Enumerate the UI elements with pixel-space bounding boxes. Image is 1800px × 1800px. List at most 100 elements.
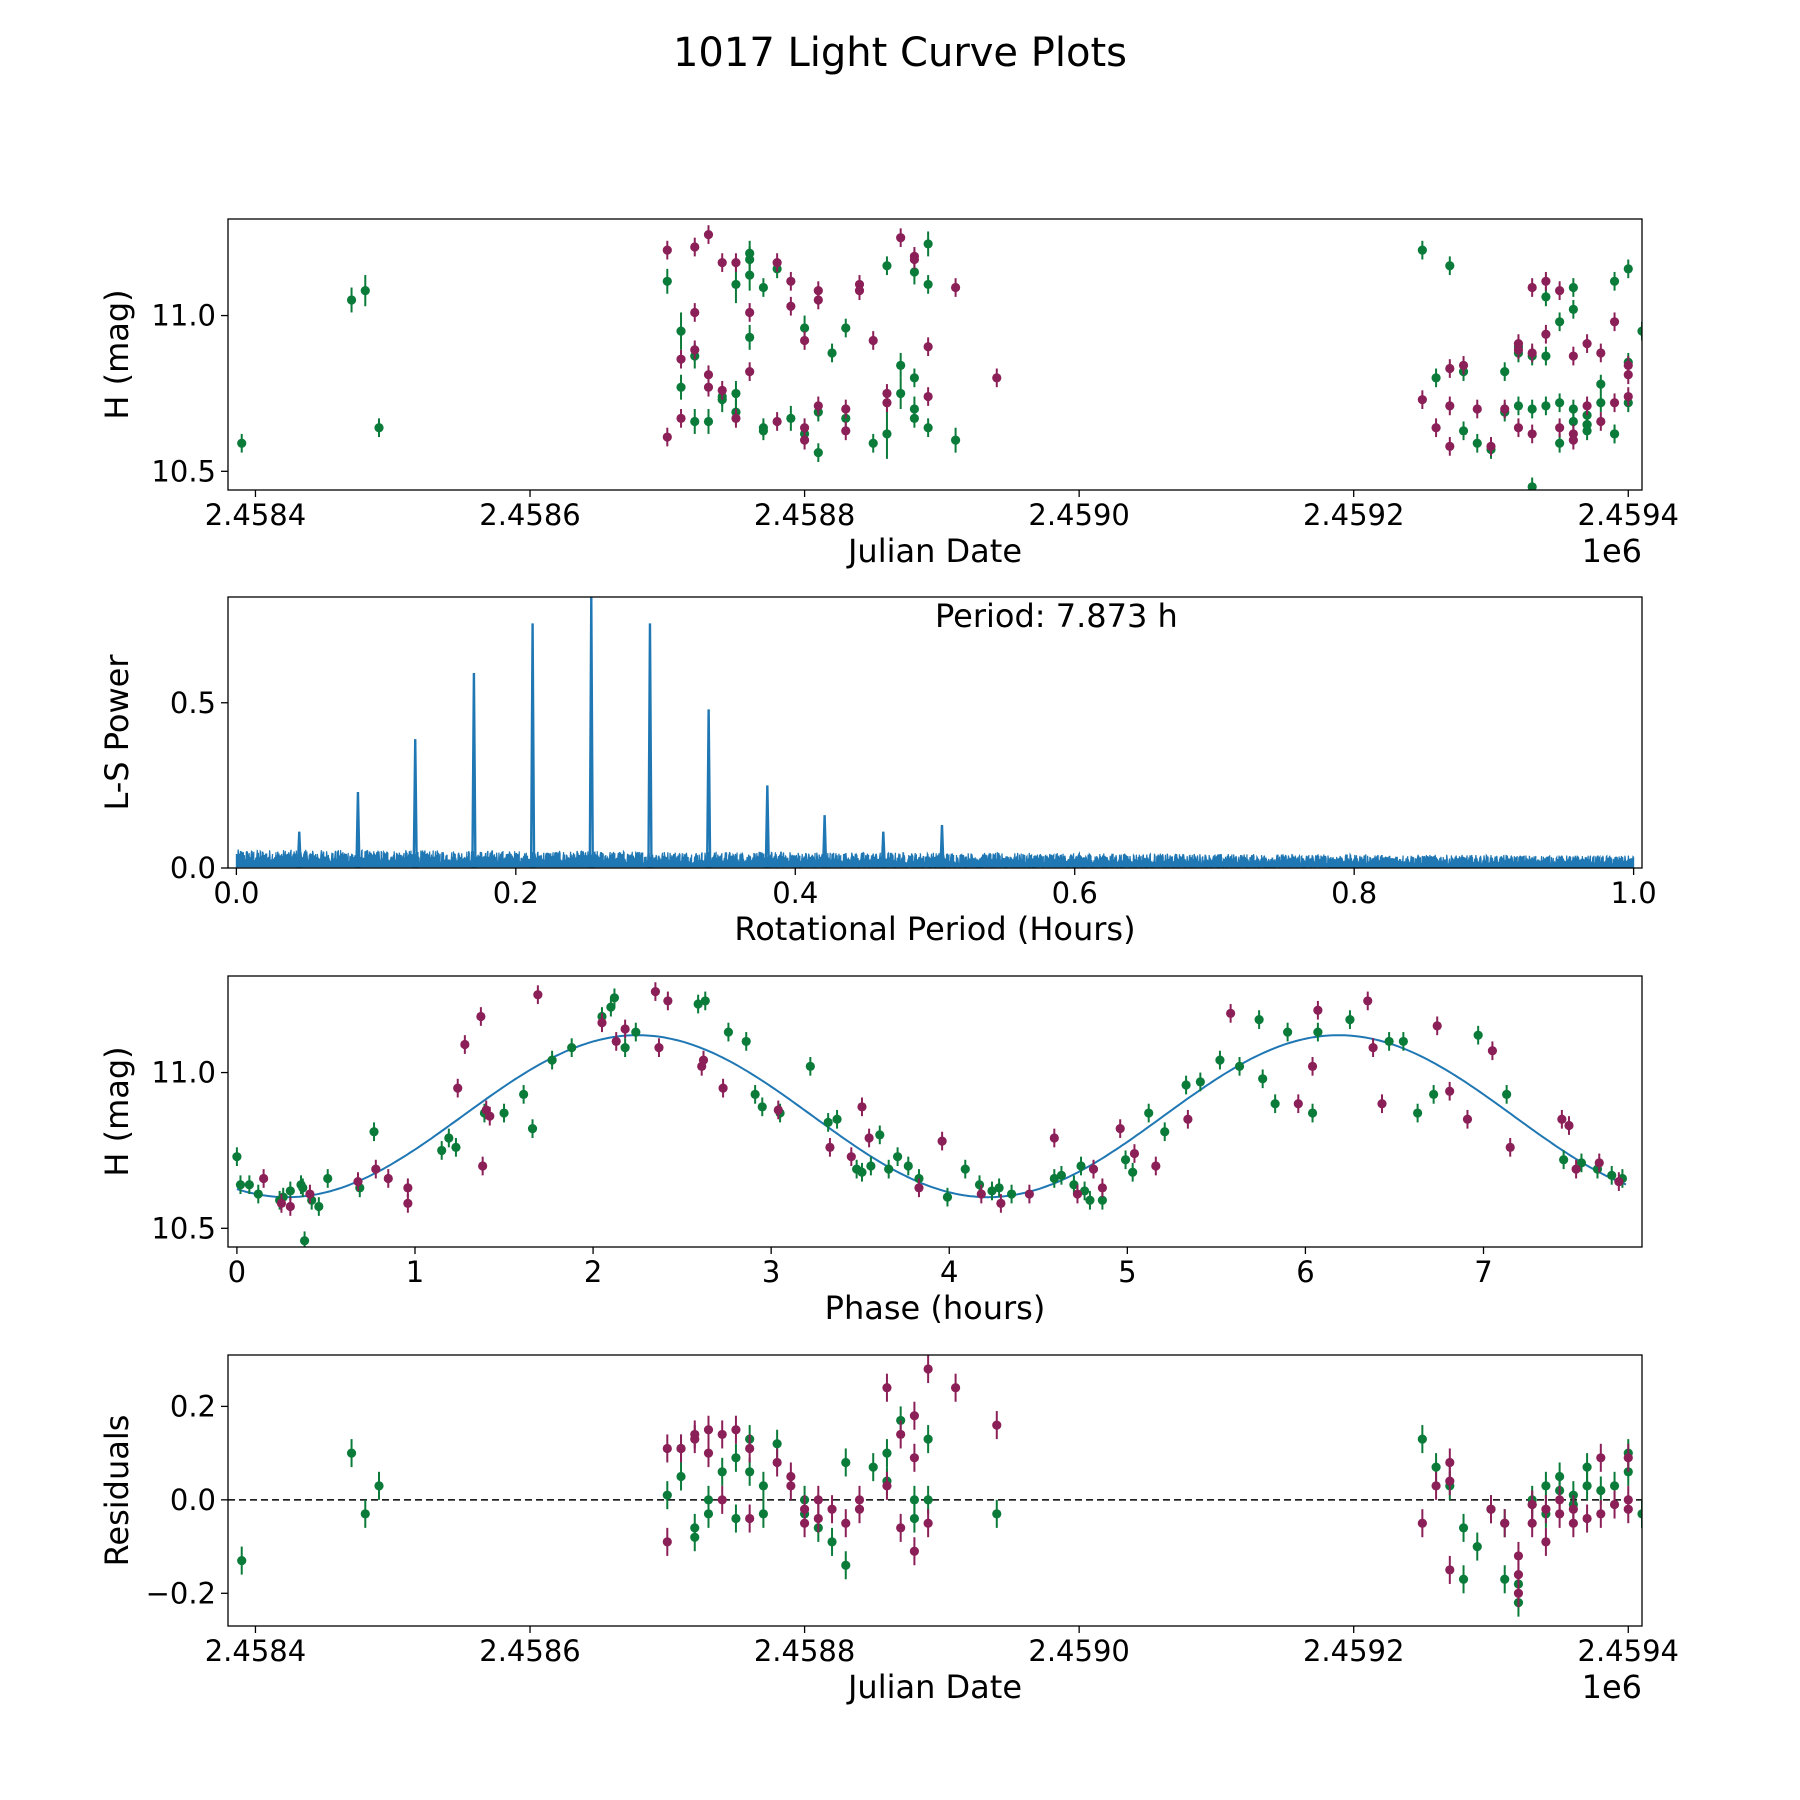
data-point [1445, 1457, 1455, 1468]
data-point [1559, 1155, 1569, 1165]
data-point [547, 1055, 557, 1065]
panel-residuals: 2.4584 2.4586 2.4588 2.4590 2.4592 2.4594 −0.2… [98, 1354, 1679, 1706]
data-point [1368, 1043, 1378, 1053]
data-point [1568, 1518, 1578, 1528]
data-point [1607, 1170, 1617, 1180]
panel-periodogram: 0.0 0.2 0.4 0.6 0.8 1.0 0.0 0.5 Rotational Perio… [98, 596, 1657, 948]
data-point [841, 1560, 851, 1570]
data-point [909, 1513, 920, 1524]
data-point [676, 413, 686, 423]
x-tick-label: 4 [940, 1255, 958, 1289]
data-point [1128, 1167, 1138, 1177]
axes-frame [227, 975, 1643, 1248]
y-tick-label: 10.5 [151, 1211, 216, 1245]
data-point [650, 986, 661, 997]
data-point [718, 1083, 728, 1093]
data-point [745, 367, 755, 377]
x-tick-label: 2.4590 [1028, 1634, 1129, 1668]
data-point [654, 1043, 664, 1053]
figure-title: 1017 Light Curve Plots [673, 30, 1127, 76]
data-point [976, 1189, 986, 1199]
data-point [609, 993, 620, 1003]
data-point [1293, 1099, 1303, 1109]
data-point [854, 279, 865, 290]
data-point [1056, 1170, 1067, 1180]
data-point [1568, 282, 1578, 293]
data-point [1582, 401, 1592, 411]
series-green [232, 988, 1628, 1247]
x-tick-label: 0.0 [213, 876, 259, 910]
data-point [1313, 1005, 1323, 1015]
data-point [1398, 1036, 1408, 1047]
data-point [369, 1127, 379, 1137]
data-point [1623, 1453, 1633, 1463]
series-maroon [662, 225, 1633, 456]
data-point [1413, 1108, 1423, 1118]
data-point [903, 1161, 913, 1171]
data-point [745, 1443, 755, 1454]
data-point [1609, 276, 1620, 286]
data-point [1049, 1173, 1059, 1184]
data-point [896, 388, 906, 399]
data-point [841, 323, 851, 333]
data-point [923, 391, 933, 402]
data-point [1555, 423, 1565, 433]
data-point [1609, 1499, 1620, 1510]
data-point [813, 1495, 823, 1505]
data-point [631, 1027, 641, 1037]
data-point [1006, 1189, 1017, 1199]
periodogram-peak [939, 824, 945, 868]
plot-area-phase-curve [232, 982, 1628, 1247]
data-point [896, 360, 906, 371]
data-point [1472, 438, 1482, 448]
data-point [909, 1411, 920, 1421]
data-point [866, 1161, 876, 1171]
data-point [996, 1198, 1006, 1208]
data-point [772, 258, 782, 268]
data-point [1527, 404, 1537, 414]
data-point [360, 1509, 370, 1519]
data-point [360, 286, 370, 296]
data-point [1151, 1161, 1161, 1171]
data-point [476, 1011, 486, 1022]
data-point [1541, 329, 1551, 339]
data-point [868, 335, 878, 346]
x-tick-label: 0.8 [1331, 876, 1377, 910]
data-point [893, 1152, 903, 1162]
data-point [1486, 1504, 1496, 1514]
x-tick-label: 7 [1474, 1255, 1492, 1289]
data-point [676, 354, 686, 364]
axes-frame [227, 218, 1643, 491]
x-tick-label: 0.6 [1052, 876, 1098, 910]
data-point [1183, 1114, 1193, 1124]
data-point [1313, 1027, 1323, 1037]
data-point [717, 385, 727, 395]
data-point [1576, 1158, 1587, 1168]
periodogram-peak [821, 815, 828, 868]
data-point [485, 1111, 495, 1121]
data-point [703, 382, 714, 392]
data-point [1085, 1195, 1095, 1205]
x-tick-label: 0 [228, 1255, 246, 1289]
data-point [567, 1043, 577, 1053]
data-point [662, 1490, 672, 1500]
data-point [460, 1039, 470, 1050]
data-point [994, 1183, 1004, 1193]
data-point [1568, 404, 1578, 414]
data-point [499, 1108, 509, 1118]
data-point [1417, 395, 1427, 405]
data-point [346, 1448, 357, 1458]
data-point [1609, 1481, 1620, 1491]
data-point [823, 1117, 833, 1128]
data-point [353, 1176, 363, 1187]
series-maroon [662, 1355, 1633, 1608]
data-point [403, 1183, 413, 1193]
data-point [1596, 348, 1606, 358]
data-point [857, 1167, 867, 1177]
x-axis-label: Julian Date [846, 532, 1022, 570]
x-tick-label: 2.4584 [205, 498, 306, 532]
data-point [1181, 1080, 1191, 1090]
data-point [896, 233, 906, 243]
data-point [1541, 401, 1551, 411]
data-point [1072, 1189, 1083, 1199]
